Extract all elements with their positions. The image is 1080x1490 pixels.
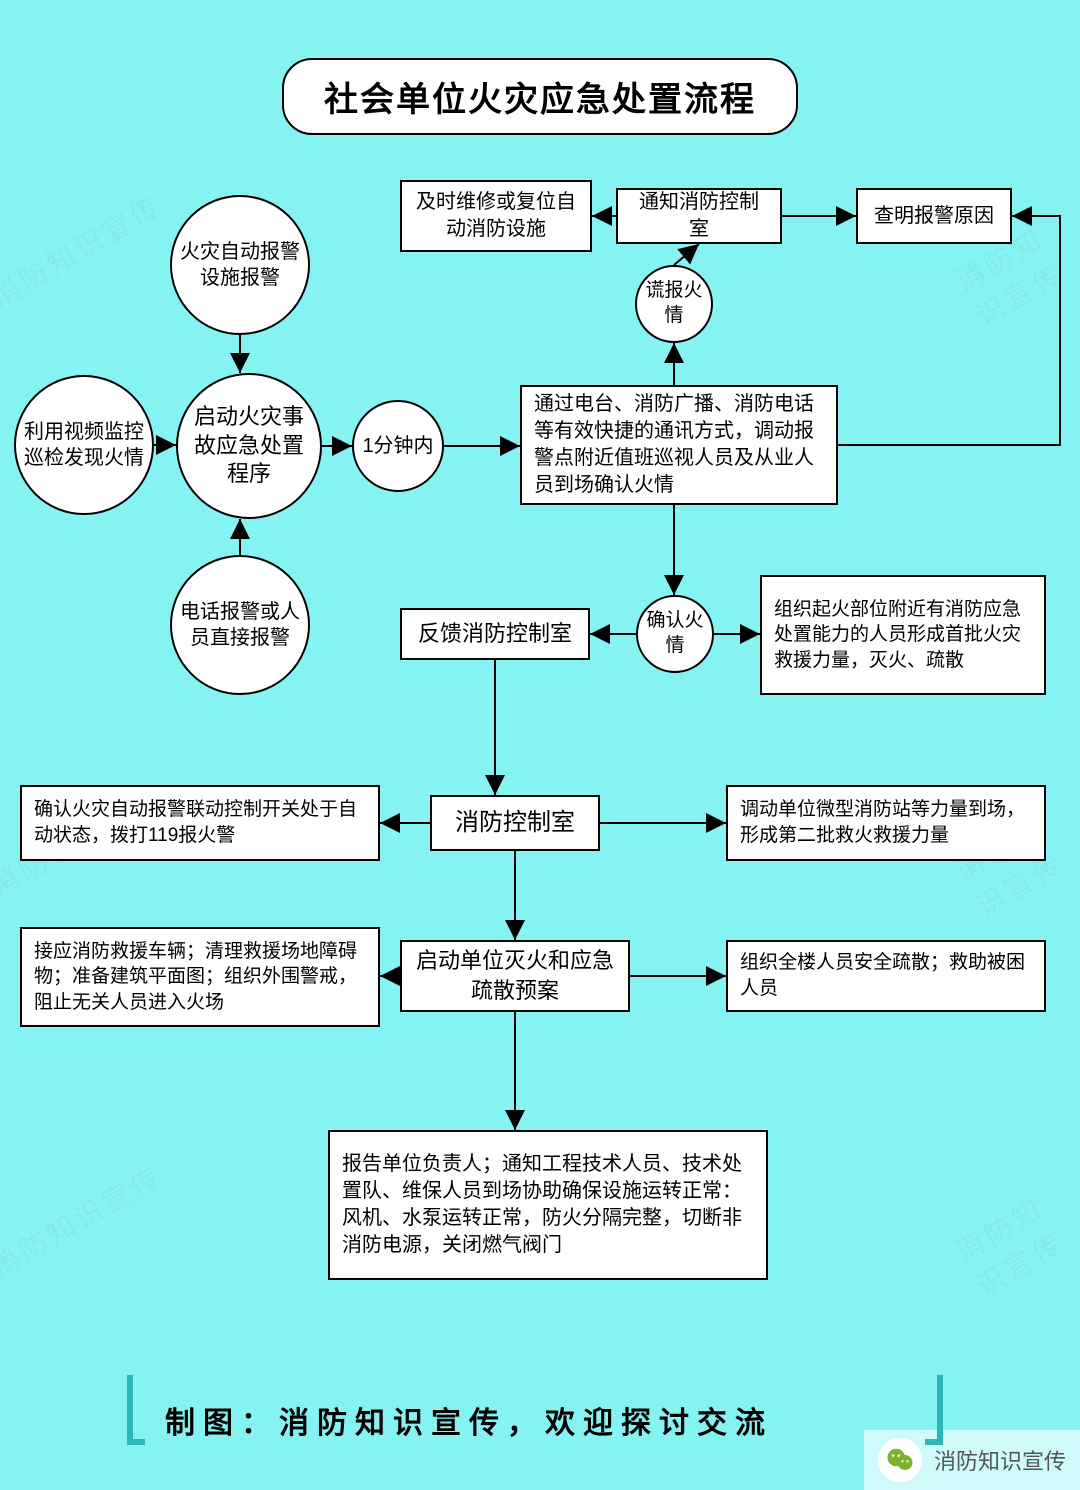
watermark: 消防知识宣传: [0, 185, 169, 316]
node-r6: 组织起火部位附近有消防应急处置能力的人员形成首批火灾救援力量，灭火、疏散: [760, 575, 1046, 695]
node-r9: 调动单位微型消防站等力量到场，形成第二批救火救援力量: [726, 785, 1046, 861]
node-r11: 接应消防救援车辆；清理救援场地障碍物；准备建筑平面图；组织外围警戒，阻止无关人员…: [20, 927, 380, 1027]
wechat-label: 消防知识宣传: [934, 1444, 1066, 1476]
node-r5: 反馈消防控制室: [400, 608, 590, 660]
node-c7: 确认火情: [636, 595, 714, 673]
node-r10: 启动单位灭火和应急疏散预案: [400, 940, 630, 1012]
node-r3: 查明报警原因: [856, 188, 1012, 244]
node-c6: 谎报火情: [635, 265, 713, 343]
wechat-icon: [878, 1438, 922, 1482]
watermark: 消防知识宣传: [948, 1175, 1080, 1304]
node-r1: 及时维修或复位自动消防设施: [400, 180, 592, 252]
flowchart-title: 社会单位火灾应急处置流程: [282, 58, 798, 135]
node-r8: 确认火灾自动报警联动控制开关处于自动状态，拨打119报火警: [20, 785, 380, 861]
watermark: 消防知识宣传: [0, 1155, 169, 1286]
footer-text: 制图：消防知识宣传，欢迎探讨交流: [165, 1398, 773, 1442]
node-c1: 火灾自动报警设施报警: [170, 195, 310, 335]
node-r2: 通知消防控制室: [616, 188, 782, 244]
node-r12: 组织全楼人员安全疏散；救助被困人员: [726, 940, 1046, 1012]
node-r7: 消防控制室: [430, 795, 600, 851]
node-c4: 1分钟内: [352, 400, 444, 492]
node-c2: 利用视频监控巡检发现火情: [14, 375, 154, 515]
node-r4: 通过电台、消防广播、消防电话等有效快捷的通讯方式，调动报警点附近值班巡视人员及从…: [520, 385, 838, 505]
node-r13: 报告单位负责人；通知工程技术人员、技术处置队、维保人员到场协助确保设施运转正常：…: [328, 1130, 768, 1280]
wechat-badge: 消防知识宣传: [864, 1430, 1080, 1490]
node-c5: 电话报警或人员直接报警: [170, 555, 310, 695]
node-c3: 启动火灾事故应急处置程序: [176, 373, 322, 519]
